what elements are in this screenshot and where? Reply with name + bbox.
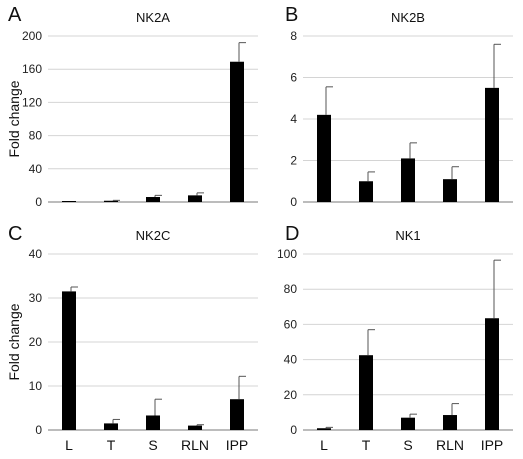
bar-rln (443, 415, 457, 430)
chart-title: NK1 (395, 228, 420, 243)
panel-letter: A (8, 4, 22, 26)
category-label-l: L (320, 437, 328, 453)
bar-ipp (230, 399, 244, 430)
y-tick-label: 20 (29, 335, 43, 349)
y-tick-label: 8 (290, 29, 297, 43)
y-tick-label: 100 (277, 247, 297, 261)
bar-t (104, 423, 118, 430)
bar-rln (443, 179, 457, 202)
y-tick-label: 30 (29, 291, 43, 305)
bar-l (62, 201, 76, 202)
category-label-t: T (107, 437, 116, 453)
chart-title: NK2A (136, 10, 170, 25)
y-tick-label: 120 (22, 95, 42, 109)
category-label-ipp: IPP (226, 437, 249, 453)
chart-panel-a: A NK2A 0 40 80 120 160 200 Fold change (6, 4, 258, 209)
category-label-ipp: IPP (481, 437, 504, 453)
category-label-s: S (403, 437, 412, 453)
category-label-s: S (148, 437, 157, 453)
chart-title: NK2C (136, 228, 171, 243)
bar-s (401, 158, 415, 202)
y-tick-label: 40 (29, 247, 43, 261)
bar-s (146, 197, 160, 202)
y-tick-label: 80 (284, 282, 298, 296)
chart-panel-d: D NK1 0 20 40 60 80 100 L T S RLN IPP (277, 223, 513, 453)
bar-t (359, 181, 373, 202)
y-tick-label: 2 (290, 154, 297, 168)
y-axis-label: Fold change (6, 303, 22, 380)
y-tick-label: 6 (290, 71, 297, 85)
y-tick-label: 60 (284, 317, 298, 331)
y-tick-label: 0 (35, 423, 42, 437)
y-tick-label: 200 (22, 29, 42, 43)
category-label-t: T (362, 437, 371, 453)
y-tick-label: 160 (22, 62, 42, 76)
bar-rln (188, 195, 202, 202)
y-tick-label: 0 (35, 195, 42, 209)
y-axis-label: Fold change (6, 80, 22, 157)
y-tick-label: 4 (290, 112, 297, 126)
chart-panel-c: C NK2C 0 10 20 30 40 L T S RLN IPP Fold change (6, 223, 258, 453)
category-label-l: L (65, 437, 73, 453)
bar-l (62, 291, 76, 430)
category-label-rln: RLN (181, 437, 209, 453)
bar-s (401, 417, 415, 430)
bar-t (359, 355, 373, 430)
y-tick-label: 0 (290, 195, 297, 209)
panel-letter: B (285, 4, 298, 26)
bar-s (146, 415, 160, 430)
bar-ipp (485, 87, 499, 202)
y-tick-label: 40 (284, 353, 298, 367)
bar-t (104, 200, 118, 202)
y-tick-label: 20 (284, 388, 298, 402)
y-tick-label: 80 (29, 129, 43, 143)
bar-rln (188, 425, 202, 430)
y-tick-label: 0 (290, 423, 297, 437)
bar-l (317, 114, 331, 202)
chart-panel-b: B NK2B 0 2 4 6 8 (285, 4, 513, 209)
y-tick-label: 10 (29, 379, 43, 393)
bar-ipp (485, 318, 499, 430)
bar-l (317, 428, 331, 430)
y-tick-label: 40 (29, 162, 43, 176)
chart-title: NK2B (391, 10, 425, 25)
bar-ipp (230, 61, 244, 203)
panel-letter: C (8, 223, 22, 245)
category-label-rln: RLN (436, 437, 464, 453)
panel-letter: D (285, 223, 299, 245)
